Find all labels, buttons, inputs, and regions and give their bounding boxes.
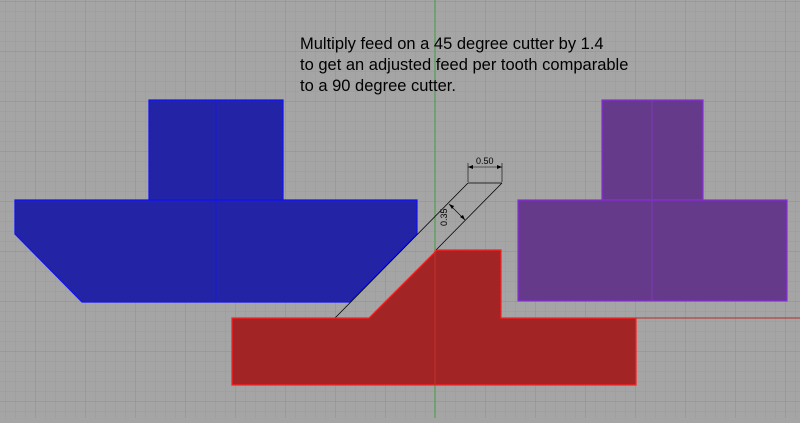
dim-arrow-left [468, 165, 473, 169]
note-line: to get an adjusted feed per tooth compar… [300, 56, 629, 74]
explanation-note: Multiply feed on a 45 degree cutter by 1… [300, 34, 720, 97]
cutter-90-degree[interactable] [517, 99, 788, 302]
dim-arrow-upper [449, 204, 454, 209]
dim-arrow-lower [460, 215, 465, 220]
workpiece[interactable] [231, 249, 800, 386]
tool-path-line-left [334, 182, 469, 319]
dim-arrow-right [497, 165, 502, 169]
note-line: Multiply feed on a 45 degree cutter by 1… [300, 35, 604, 53]
workpiece-body [231, 249, 637, 386]
tool-path-line-right [435, 182, 503, 251]
dim-label-perpendicular: 0.35 [439, 208, 449, 226]
dim-label-horizontal: 0.50 [476, 156, 494, 166]
note-line: to a 90 degree cutter. [300, 77, 456, 95]
dimension-annotations: 0.50 0.35 [334, 156, 503, 319]
cutter-45-degree[interactable] [14, 99, 418, 303]
